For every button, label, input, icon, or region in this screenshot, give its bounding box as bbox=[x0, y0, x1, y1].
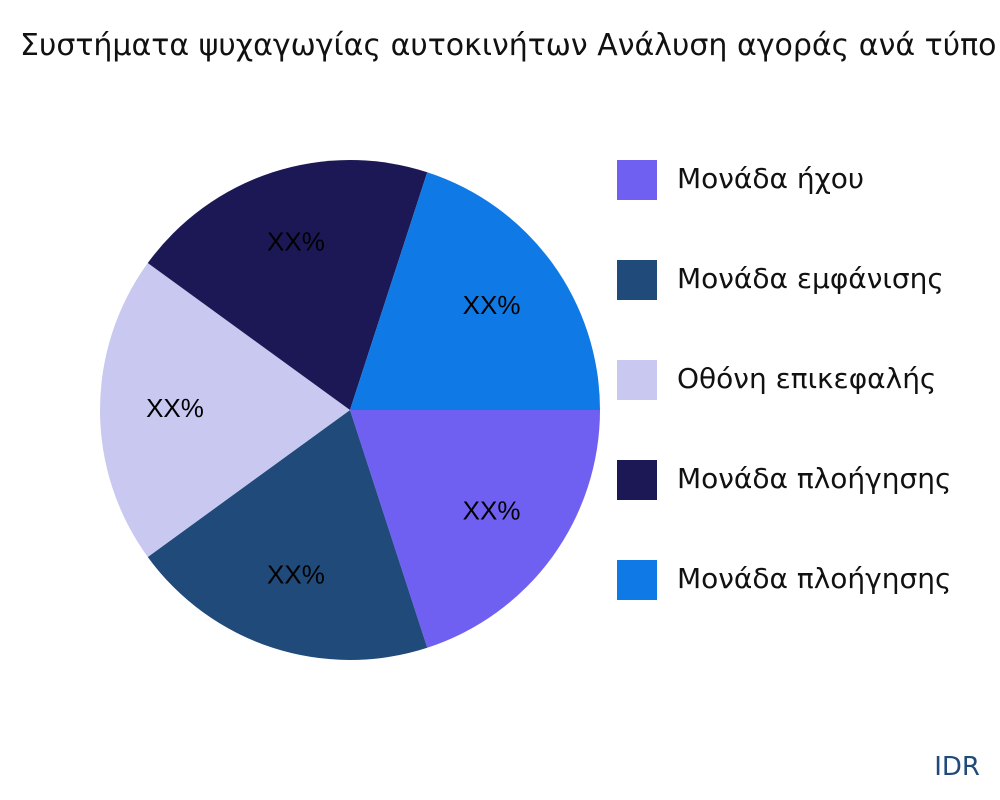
slice-label: XX% bbox=[146, 393, 204, 423]
pie-slice bbox=[147, 160, 428, 410]
legend-swatch bbox=[617, 160, 657, 200]
pie-slice bbox=[350, 172, 600, 410]
legend-swatch bbox=[617, 560, 657, 600]
chart-title: Συστήματα ψυχαγωγίας αυτοκινήτων Ανάλυση… bbox=[20, 28, 997, 63]
slice-label: XX% bbox=[267, 226, 325, 256]
footer-brand: IDR bbox=[934, 752, 980, 782]
legend-label: Μονάδα πλοήγησης bbox=[677, 462, 951, 495]
legend-label: Οθόνη επικεφαλής bbox=[677, 362, 936, 395]
legend-label: Μονάδα πλοήγησης bbox=[677, 562, 951, 595]
pie-slice bbox=[147, 410, 428, 660]
pie-slice bbox=[350, 410, 600, 648]
legend-swatch bbox=[617, 360, 657, 400]
legend-label: Μονάδα εμφάνισης bbox=[677, 262, 944, 295]
slice-label: XX% bbox=[463, 290, 521, 320]
legend-swatch bbox=[617, 260, 657, 300]
legend-label: Μονάδα ήχου bbox=[677, 162, 864, 195]
legend-swatch bbox=[617, 460, 657, 500]
slice-label: XX% bbox=[463, 496, 521, 526]
slice-label: XX% bbox=[267, 559, 325, 589]
pie-slice bbox=[100, 263, 350, 557]
